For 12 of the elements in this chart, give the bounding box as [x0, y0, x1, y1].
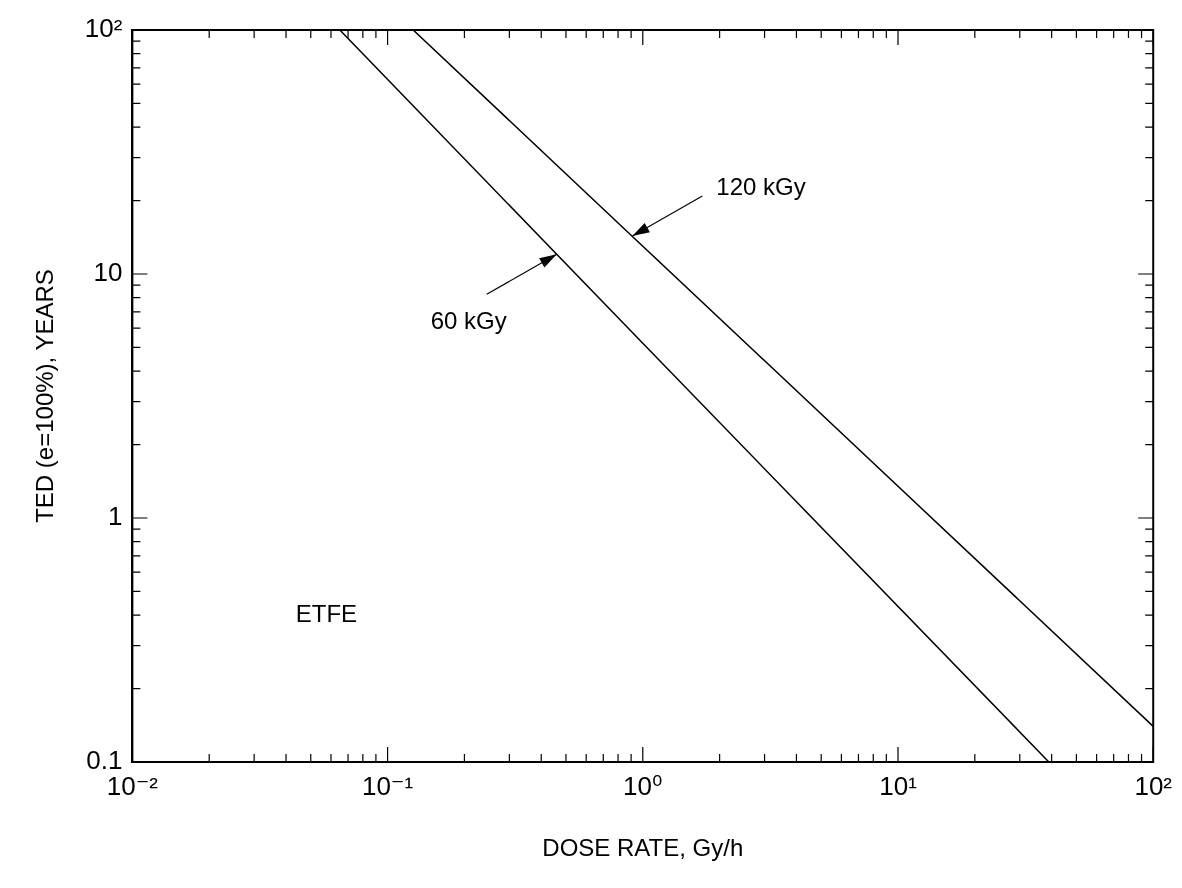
x-tick-label: 10⁻¹	[361, 770, 414, 801]
x-tick-label: 10¹	[879, 770, 918, 801]
y-tick-label: 10	[93, 257, 123, 288]
x-tick-label: 10⁰	[623, 770, 663, 801]
y-axis-title: TED (e=100%), YEARS	[31, 269, 59, 523]
annotation: ETFE	[295, 600, 358, 628]
x-tick-label: 10²	[1134, 770, 1173, 801]
annotation: 120 kGy	[716, 172, 806, 200]
annotation: 60 kGy	[430, 306, 507, 334]
y-tick-label: 1	[107, 501, 123, 532]
y-tick-label: 10²	[84, 13, 123, 44]
x-axis-title: DOSE RATE, Gy/h	[542, 834, 744, 862]
